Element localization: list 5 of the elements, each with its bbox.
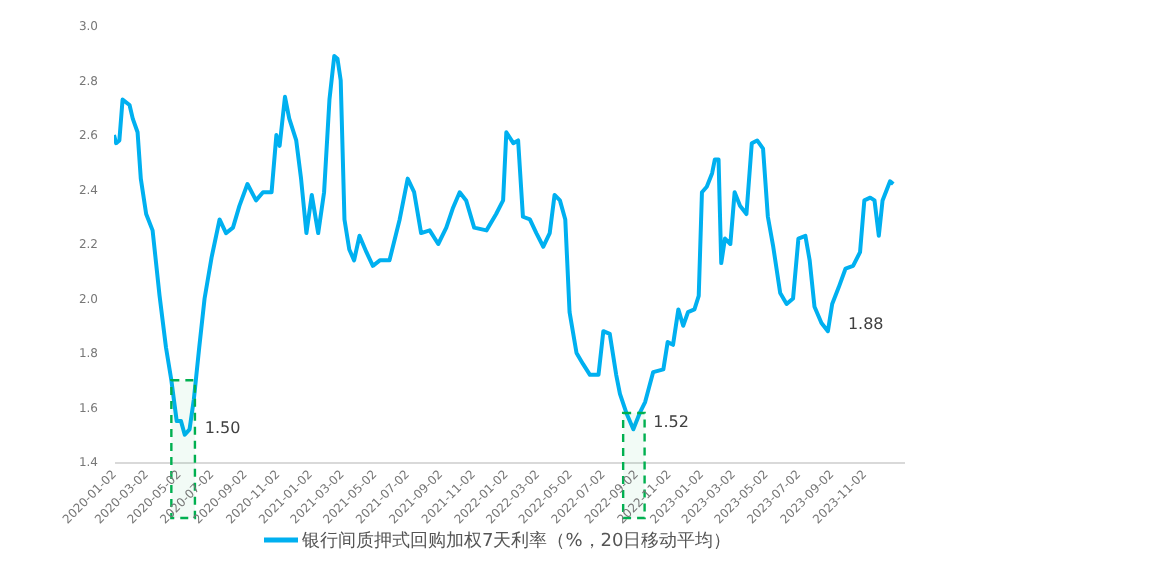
annotation: 1.50 bbox=[204, 418, 241, 437]
annotation: 1.52 bbox=[653, 413, 689, 432]
legend-label: 银行间质押式回购加权7天利率（%，20日移动平均） bbox=[300, 530, 732, 552]
annotation: 1.88 bbox=[847, 315, 884, 334]
line-series bbox=[114, 53, 896, 437]
